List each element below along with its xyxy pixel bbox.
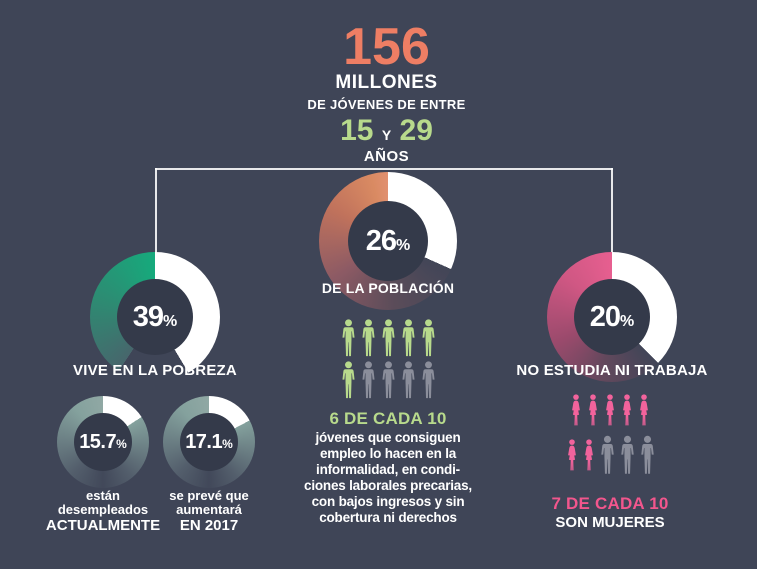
person-icon	[360, 319, 377, 357]
person-icon	[569, 390, 583, 430]
forecast-caption: se prevé que aumentará EN 2017	[119, 489, 299, 535]
bracket-horizontal-line	[155, 168, 613, 170]
donut-hole: 15.7%	[74, 413, 132, 471]
pictogram-row	[323, 361, 453, 399]
person-icon	[586, 390, 600, 430]
unemployed-percentage: 15.7%	[79, 430, 127, 453]
caption-line-caps: ACTUALMENTE	[45, 517, 161, 534]
age-range: 15 Y 29	[8, 114, 757, 149]
donut-hole: 20%	[574, 279, 650, 355]
person-icon	[400, 361, 417, 399]
person-icon	[637, 390, 651, 430]
body-line: jóvenes que consiguen	[315, 430, 461, 445]
donut-hole: 39%	[117, 279, 193, 355]
forecast-percentage: 17.1%	[185, 430, 233, 453]
person-icon	[582, 435, 596, 475]
informality-body: jóvenes que consiguen empleo lo hacen en…	[288, 430, 488, 526]
person-icon	[340, 319, 357, 357]
person-icon	[380, 361, 397, 399]
person-icon	[340, 361, 357, 399]
donut-hole: 26%	[348, 201, 428, 281]
unemployed-caption: están desempleados ACTUALMENTE	[13, 489, 193, 535]
caption-line: se prevé que	[169, 488, 249, 503]
pictogram-row	[545, 390, 675, 430]
body-line: con bajos ingresos y sin	[311, 494, 465, 509]
age-connector: Y	[381, 127, 392, 143]
donut-chart-forecast: 17.1%	[163, 396, 255, 488]
header-line-millones: MILLONES	[335, 72, 438, 93]
header: 156 MILLONES DE JÓVENES DE ENTRE 15 Y 29…	[8, 18, 757, 165]
person-icon	[420, 319, 437, 357]
person-icon	[603, 390, 617, 430]
pictogram-women	[545, 390, 675, 475]
body-line: ciones laborales precarias,	[304, 478, 472, 493]
header-line-subtitle: DE JÓVENES DE ENTRE	[307, 97, 466, 112]
pictogram-row	[323, 319, 453, 357]
header-line-anos: AÑOS	[363, 148, 410, 165]
ninis-percentage: 20%	[589, 300, 635, 333]
caption-line: están	[86, 488, 120, 503]
donut-chart-population: 26%	[319, 172, 457, 310]
person-icon	[360, 361, 377, 399]
person-icon	[400, 319, 417, 357]
person-icon	[565, 435, 579, 475]
body-line: informalidad, en condi-	[316, 462, 460, 477]
donut-chart-unemployed: 15.7%	[57, 396, 149, 488]
donut-chart-poverty: 39%	[90, 252, 220, 382]
donut-hole: 17.1%	[180, 413, 238, 471]
poverty-percentage: 39%	[132, 300, 178, 333]
pictogram-informality	[323, 319, 453, 399]
women-subline: SON MUJERES	[555, 514, 665, 531]
body-line: empleo lo hacen en la	[319, 446, 457, 461]
person-icon	[620, 390, 634, 430]
person-icon	[380, 319, 397, 357]
caption-line: aumentará	[176, 502, 242, 517]
person-icon	[639, 435, 656, 475]
big-number: 156	[343, 18, 430, 76]
informality-headline: 6 DE CADA 10	[329, 409, 447, 428]
bracket-right-line	[611, 168, 613, 256]
women-headline: 7 DE CADA 10	[551, 494, 669, 513]
caption-line-caps: EN 2017	[179, 517, 239, 534]
age-start: 15	[340, 114, 374, 147]
pictogram-row	[545, 435, 675, 475]
population-percentage: 26%	[365, 224, 411, 257]
poverty-label: VIVE EN LA POBREZA	[73, 362, 237, 379]
caption-line: desempleados	[57, 502, 149, 517]
donut-chart-ninis: 20%	[547, 252, 677, 382]
bracket-left-line	[155, 168, 157, 256]
body-line: cobertura ni derechos	[319, 510, 457, 525]
person-icon	[420, 361, 437, 399]
population-label: DE LA POBLACIÓN	[321, 280, 455, 296]
person-icon	[599, 435, 616, 475]
age-end: 29	[399, 114, 433, 147]
ninis-label: NO ESTUDIA NI TRABAJA	[516, 362, 708, 379]
person-icon	[619, 435, 636, 475]
